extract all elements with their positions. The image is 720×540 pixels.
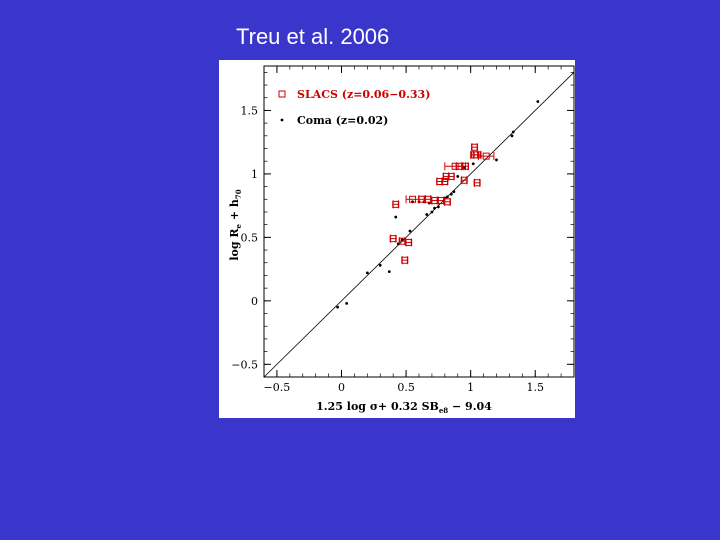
coma-point	[378, 263, 382, 267]
slacs-square	[409, 195, 417, 203]
plot-border	[263, 65, 575, 378]
chart-figure: −0.5 0 0.5 1 1.5 −0.5 0 0.5 1 1.5 SLACS (z=0.06−0…	[219, 60, 575, 418]
coma-point	[433, 206, 436, 210]
slacs-point	[424, 195, 432, 204]
fit-line-layer	[264, 72, 574, 377]
slacs-point	[471, 143, 479, 152]
slacs-point	[418, 195, 426, 204]
coma-point	[449, 192, 453, 196]
slacs-square	[405, 238, 413, 246]
coma-point	[394, 215, 398, 219]
slacs-square	[401, 256, 409, 264]
slacs-point	[405, 195, 420, 204]
coma-point	[400, 238, 404, 242]
slacs-point	[389, 234, 397, 243]
slacs-square	[389, 235, 397, 243]
x-tick-label: 0	[338, 381, 345, 394]
coma-point	[536, 100, 540, 103]
x-tick-label: −0.5	[264, 381, 291, 394]
x-tick-label: 1.5	[527, 381, 545, 394]
coma-point	[408, 229, 412, 233]
slacs-square	[471, 143, 479, 151]
ticks-layer: −0.5 0 0.5 1 1.5 −0.5 0 0.5 1 1.5	[231, 66, 575, 394]
coma-point	[365, 271, 369, 275]
y-tick-label: −0.5	[231, 358, 258, 371]
scatter-plot: −0.5 0 0.5 1 1.5 −0.5 0 0.5 1 1.5 SLACS (z=0.06−0…	[228, 65, 575, 415]
coma-point	[452, 190, 456, 194]
slacs-point	[455, 162, 463, 171]
slacs-square	[482, 152, 490, 160]
slacs-point	[470, 150, 479, 159]
slacs-square	[462, 162, 469, 170]
legend-coma-marker	[280, 118, 284, 122]
y-tick-label: 0.5	[241, 231, 259, 244]
slacs-square	[460, 176, 468, 184]
slacs-point	[460, 176, 468, 185]
x-tick-label: 0.5	[397, 381, 415, 394]
legend-slacs-marker	[278, 90, 286, 98]
legend-slacs-label: SLACS (z=0.06−0.33)	[297, 88, 430, 101]
coma-point	[456, 175, 460, 178]
points-layer	[336, 100, 540, 309]
coma-point	[336, 305, 340, 309]
slacs-point	[441, 177, 449, 186]
fit-line	[264, 72, 574, 377]
y-tick-label: 0	[251, 295, 258, 308]
slacs-square	[392, 200, 400, 208]
slacs-square	[473, 179, 481, 187]
slacs-square	[443, 198, 451, 206]
slacs-point	[405, 238, 413, 247]
coma-point	[425, 213, 429, 216]
y-axis-label: log Re + h70	[228, 189, 243, 260]
coma-point	[436, 205, 440, 209]
slacs-point	[443, 197, 451, 206]
coma-point	[471, 162, 475, 166]
x-axis-label: 1.25 log σ+ 0.32 SBe8 − 9.04	[316, 400, 492, 415]
slacs-point	[392, 200, 400, 209]
slacs-point	[431, 196, 438, 205]
legend-coma-label: Coma (z=0.02)	[297, 114, 388, 127]
coma-point	[495, 158, 498, 162]
slacs-point	[401, 256, 409, 265]
slacs-square	[471, 151, 479, 159]
coma-point	[387, 270, 391, 274]
slacs-square	[441, 178, 449, 186]
slacs-point	[447, 172, 455, 181]
coma-point	[446, 195, 449, 199]
slacs-point	[462, 162, 469, 171]
coma-point	[510, 134, 514, 138]
slacs-square	[447, 172, 455, 180]
slacs-point	[437, 196, 445, 205]
y-tick-label: 1.5	[241, 104, 259, 117]
legend: SLACS (z=0.06−0.33) Coma (z=0.02)	[278, 88, 430, 127]
slide-title: Treu et al. 2006	[236, 24, 390, 49]
x-tick-label: 1	[467, 381, 474, 394]
coma-point	[345, 301, 349, 305]
slacs-point	[398, 237, 406, 246]
y-tick-label: 1	[251, 168, 258, 181]
coma-point	[430, 210, 434, 214]
slacs-point	[473, 178, 481, 187]
coma-point	[511, 130, 515, 134]
coma-point	[462, 166, 466, 169]
plot-frame	[263, 65, 575, 378]
